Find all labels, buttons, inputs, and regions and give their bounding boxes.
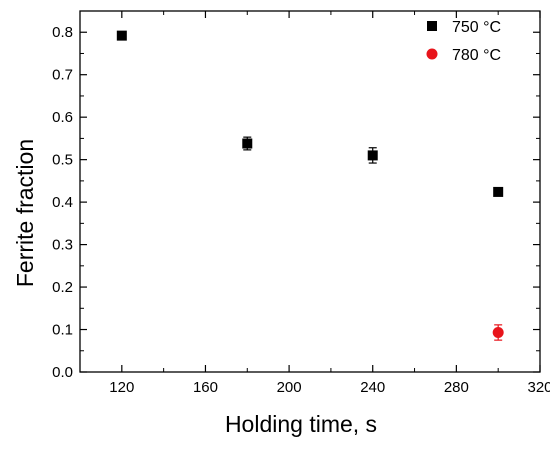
legend-item-1: 750 °C bbox=[427, 19, 501, 36]
x-tick-label: 200 bbox=[277, 379, 302, 396]
plot-frame bbox=[79, 10, 541, 373]
y-tick-label: 0.4 bbox=[52, 194, 73, 211]
x-tick-label: 240 bbox=[360, 379, 385, 396]
x-axis-ticks: 120 160 200 240 280 320 bbox=[109, 11, 550, 396]
x-tick-label: 320 bbox=[527, 379, 550, 396]
data-point bbox=[116, 30, 127, 41]
data-point bbox=[492, 327, 504, 339]
y-tick-label: 0.0 bbox=[52, 364, 73, 381]
legend-marker bbox=[427, 21, 437, 31]
plot-axes bbox=[79, 10, 541, 373]
y-tick-label: 0.8 bbox=[52, 24, 73, 41]
y-tick-label: 0.3 bbox=[52, 237, 73, 254]
y-tick-label: 0.2 bbox=[52, 279, 73, 296]
series-2 bbox=[492, 324, 504, 341]
legend-marker bbox=[426, 48, 438, 60]
x-tick-label: 280 bbox=[444, 379, 469, 396]
data-point bbox=[367, 150, 378, 161]
legend-item-2: 780 °C bbox=[426, 47, 501, 64]
data-point bbox=[242, 138, 253, 149]
x-tick-label: 160 bbox=[193, 379, 218, 396]
y-tick-label: 0.1 bbox=[52, 322, 73, 339]
x-axis-title: Holding time, s bbox=[225, 411, 377, 437]
legend: 750 °C 780 °C bbox=[426, 19, 501, 64]
series-1 bbox=[116, 30, 504, 197]
legend-label: 780 °C bbox=[452, 47, 501, 64]
data-points bbox=[116, 30, 504, 341]
data-point bbox=[493, 186, 504, 197]
legend-label: 750 °C bbox=[452, 19, 501, 36]
y-tick-label: 0.5 bbox=[52, 152, 73, 169]
y-tick-label: 0.7 bbox=[52, 67, 73, 84]
y-axis-ticks: 0.0 0.1 0.2 0.3 0.4 0.5 0.6 0.7 0.8 bbox=[52, 24, 540, 381]
x-tick-label: 120 bbox=[109, 379, 134, 396]
y-axis-title: Ferrite fraction bbox=[12, 139, 38, 287]
y-tick-label: 0.6 bbox=[52, 109, 73, 126]
